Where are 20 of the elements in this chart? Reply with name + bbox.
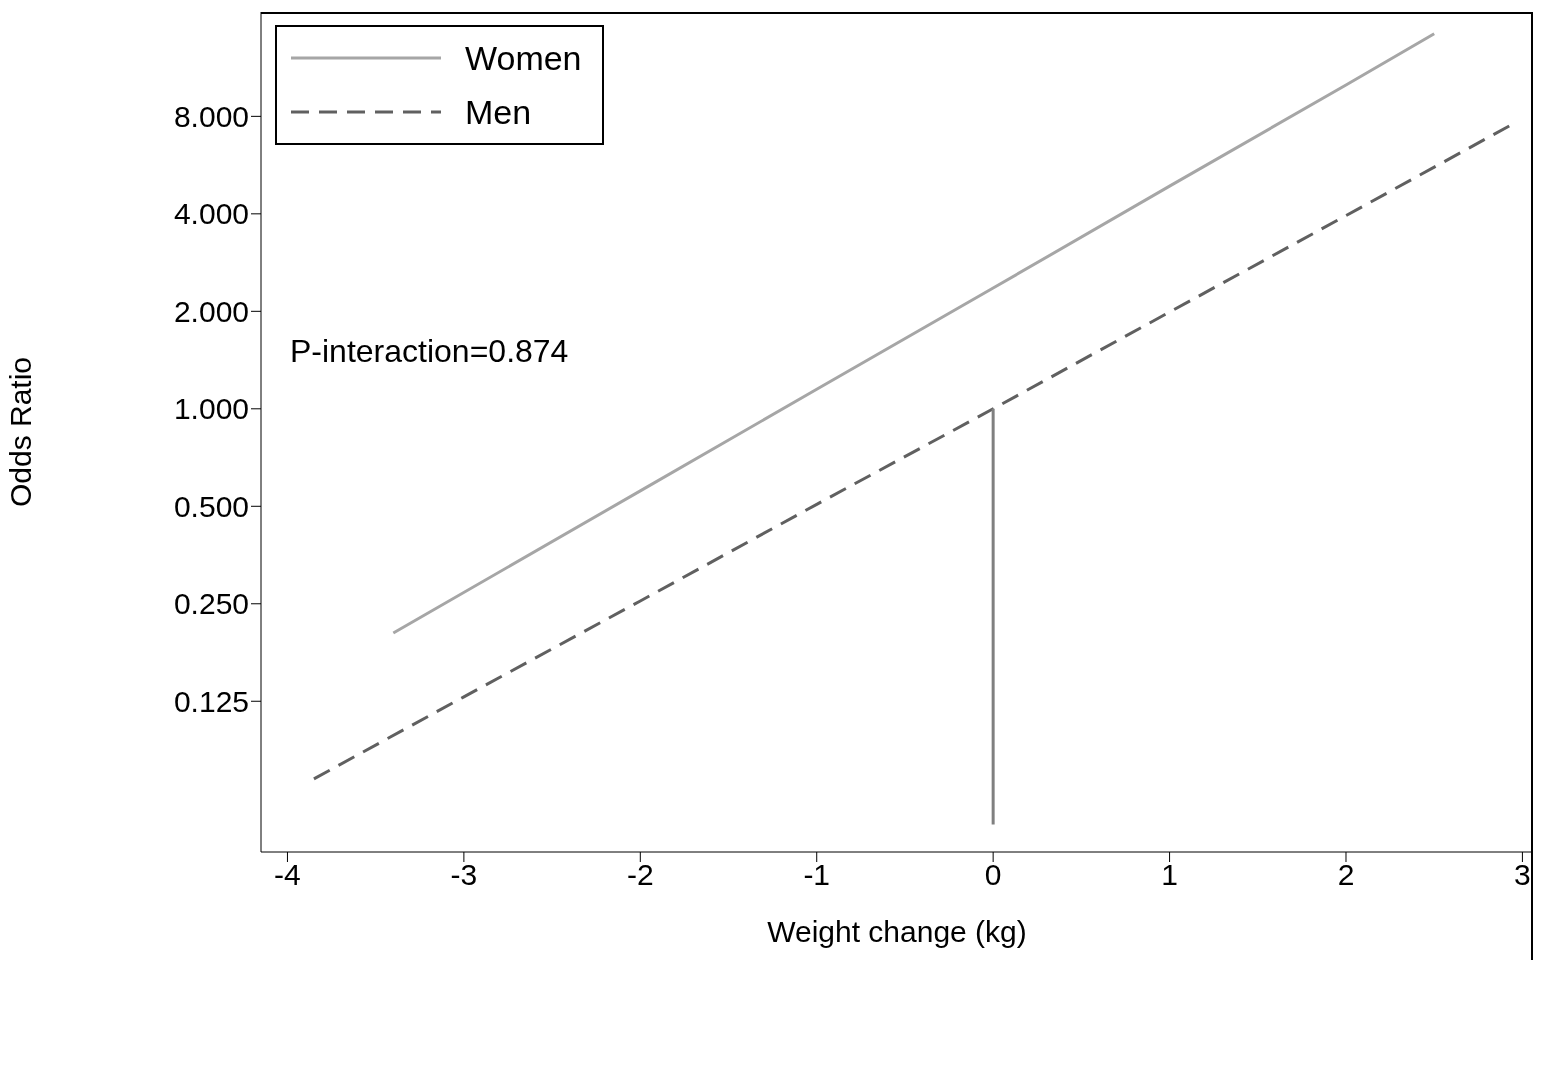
x-tick-label: 3: [1514, 858, 1531, 892]
y-tick-label: 4.000: [173, 197, 249, 231]
y-tick-label: 1.000: [173, 392, 249, 426]
y-axis-title: Odds Ratio: [3, 356, 37, 508]
y-tick-label: 0.250: [173, 587, 249, 621]
x-tick-label: 2: [1337, 858, 1355, 892]
x-tick-label: -4: [274, 858, 301, 892]
annotation: P-interaction=0.874: [290, 333, 569, 370]
y-tick-label: 8.000: [173, 100, 249, 133]
x-axis-title: Weight change (kg): [767, 915, 1027, 948]
y-tick-label: 2.000: [173, 294, 249, 328]
x-tick-label: 1: [1161, 858, 1178, 892]
y-tick-label: 0.500: [173, 489, 249, 523]
x-tick-label: -1: [803, 858, 831, 892]
x-tick-label: -3: [450, 858, 478, 892]
legend-label: Women: [465, 38, 582, 79]
y-tick-label: 0.125: [173, 684, 249, 718]
x-tick-label: -2: [626, 858, 654, 892]
legend-label: Men: [465, 92, 532, 133]
x-tick-label: 0: [984, 858, 1002, 892]
